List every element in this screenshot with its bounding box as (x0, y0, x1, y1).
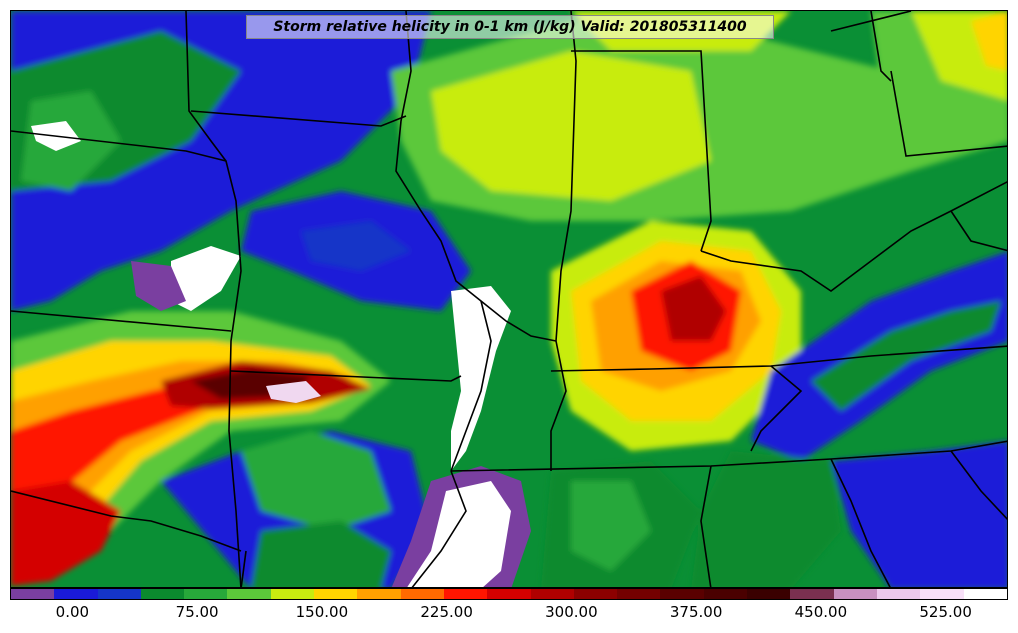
map-panel (10, 10, 1008, 588)
map-title: Storm relative helicity in 0-1 km (J/kg)… (273, 19, 747, 35)
colorbar-tick-label: 450.00 (794, 603, 848, 621)
colorbar-segment (314, 589, 358, 599)
colorbar-segment (227, 589, 271, 599)
colorbar-segment (357, 589, 401, 599)
colorbar-segment (97, 589, 141, 599)
colorbar-segment (270, 589, 315, 599)
colorbar-segment (660, 589, 704, 599)
helicity-map (11, 11, 1007, 587)
colorbar-tick-label: 0.00 (55, 603, 90, 621)
colorbar-segment (11, 589, 55, 599)
colorbar-segment (617, 589, 661, 599)
colorbar-segment (790, 589, 834, 599)
colorbar-tick-label: 525.00 (919, 603, 972, 621)
colorbar-tick-labels: 0.00 75.00 150.00 225.00 300.00 375.00 450.00 5… (10, 600, 1008, 630)
colorbar-tick-label: 300.00 (545, 603, 598, 621)
colorbar (10, 588, 1008, 600)
colorbar-segment (833, 589, 877, 599)
helicity-field (11, 11, 1007, 587)
colorbar-tick-label: 75.00 (175, 603, 219, 621)
colorbar-segment (400, 589, 444, 599)
colorbar-segment (920, 589, 964, 599)
colorbar-tick-label: 225.00 (420, 603, 473, 621)
colorbar-segment (573, 589, 618, 599)
colorbar-segment (530, 589, 574, 599)
colorbar-segment (140, 589, 185, 599)
colorbar-segment (184, 589, 228, 599)
colorbar-tick-label: 375.00 (669, 603, 723, 621)
colorbar-segment (963, 589, 1007, 599)
colorbar-segment (703, 589, 748, 599)
colorbar-segment (876, 589, 921, 599)
colorbar-segment (54, 589, 98, 599)
colorbar-segment (487, 589, 531, 599)
state-borders (11, 11, 1007, 587)
colorbar-tick-label: 150.00 (295, 603, 349, 621)
colorbar-segment (443, 589, 488, 599)
map-title-box: Storm relative helicity in 0-1 km (J/kg)… (246, 15, 774, 39)
colorbar-segment (747, 589, 791, 599)
